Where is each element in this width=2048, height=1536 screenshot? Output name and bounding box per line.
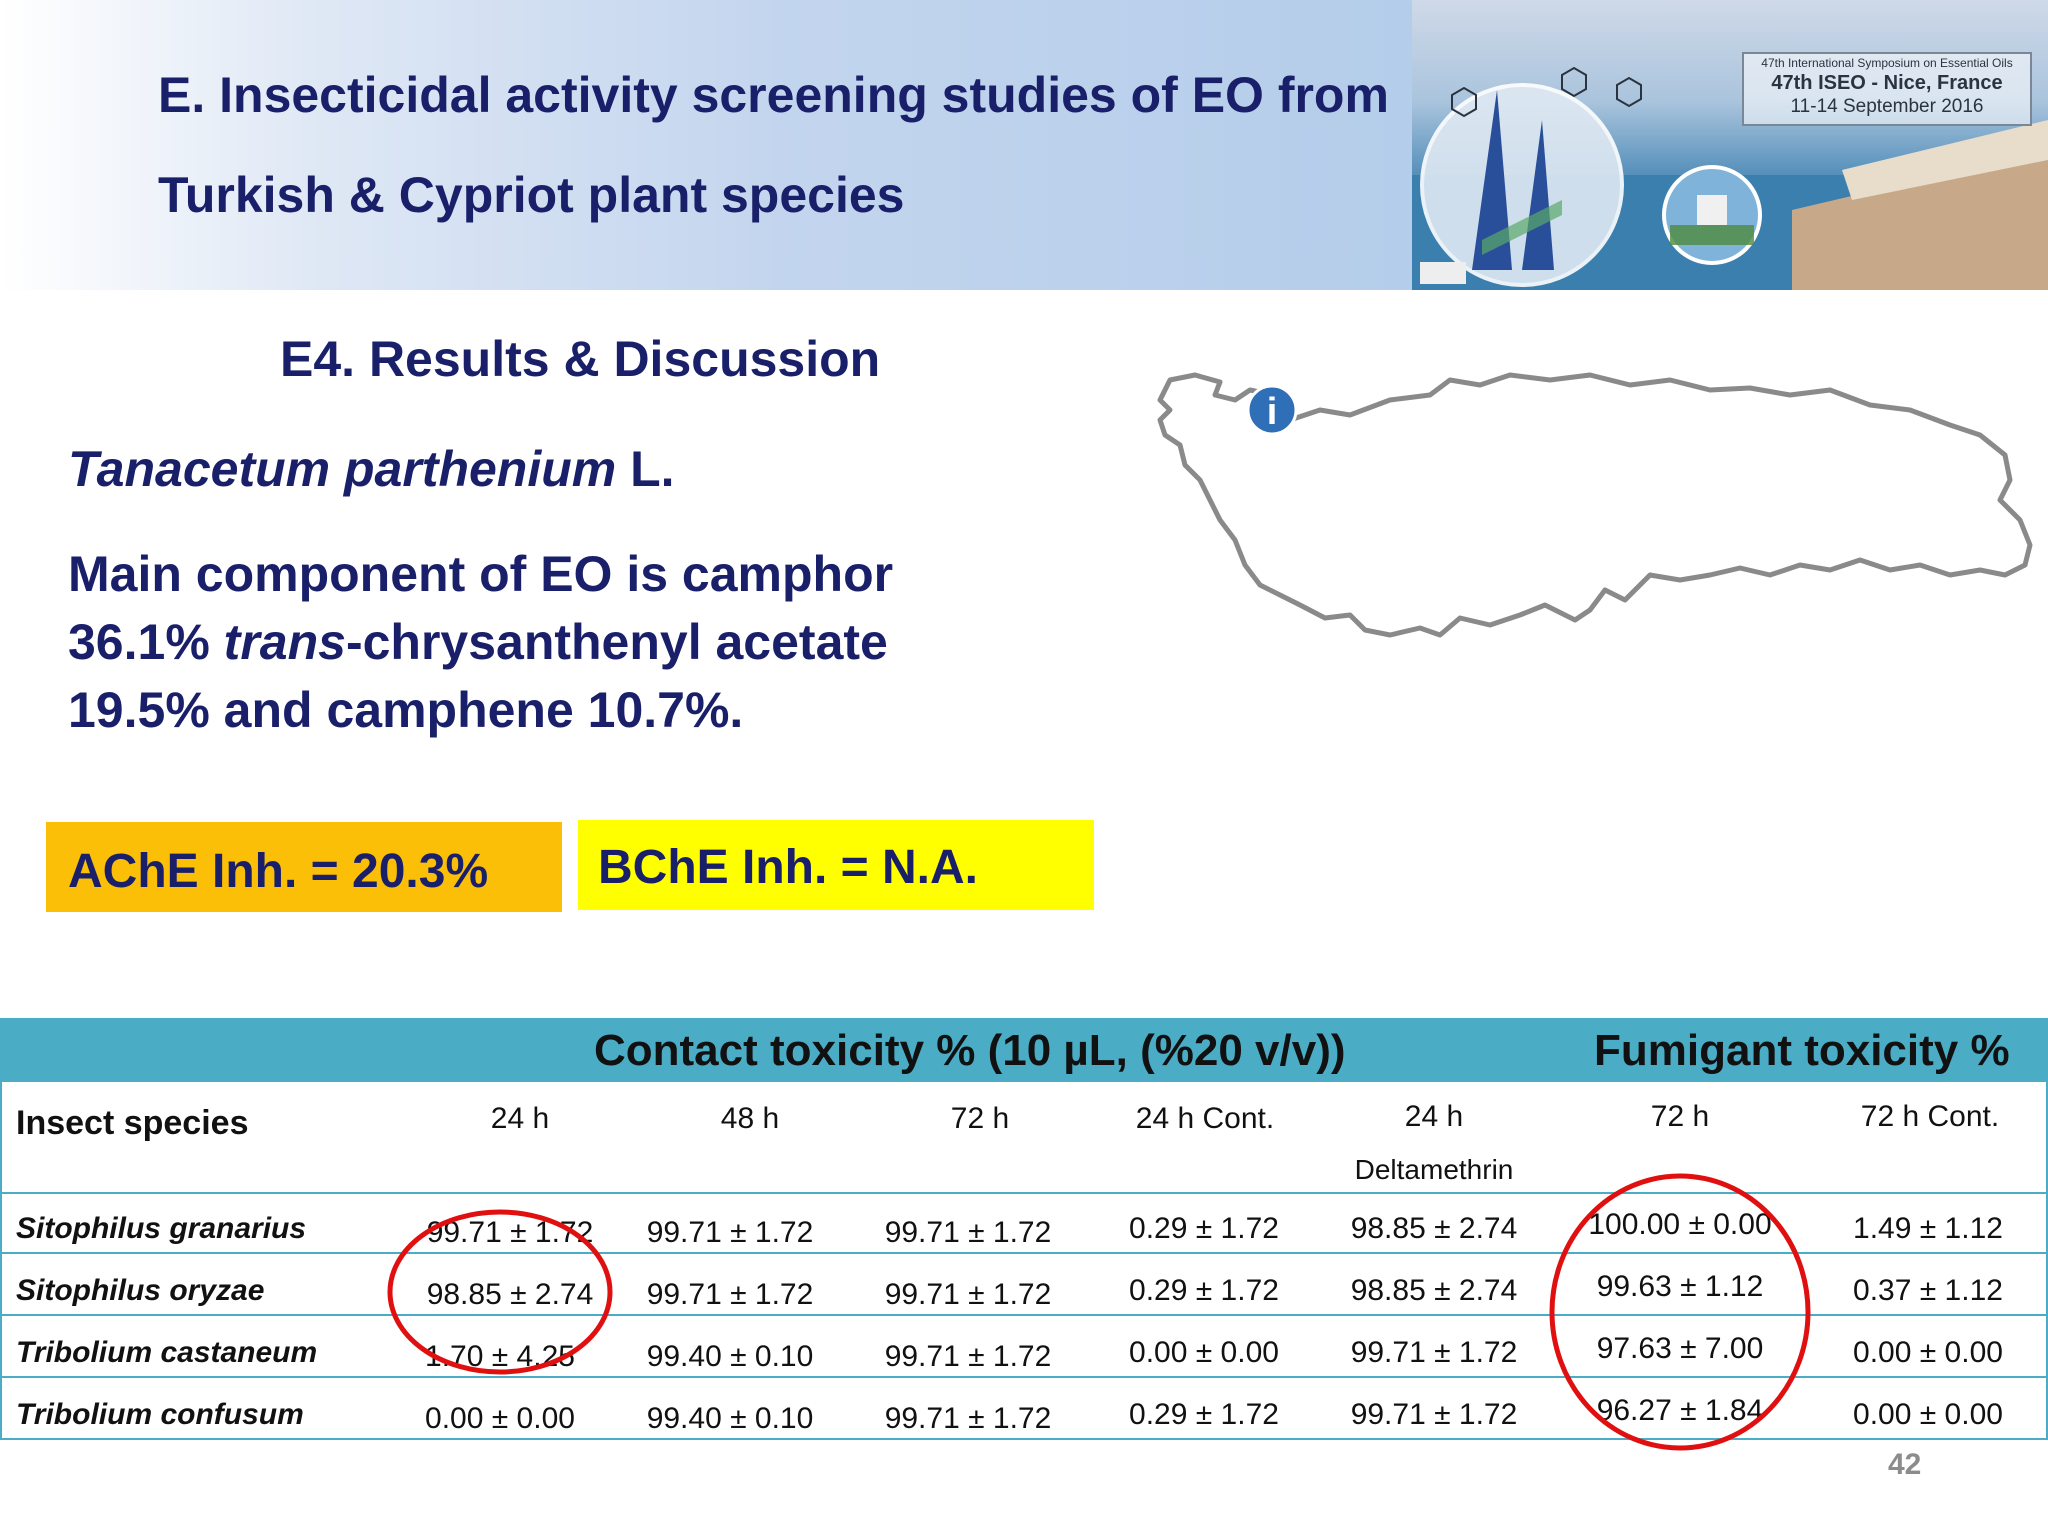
column-subheader: Deltamethrin [1354,1154,1514,1185]
table-rule [0,1314,2048,1316]
table-cell: 98.85 ± 2.74 [426,1278,594,1311]
conference-dates: 11-14 September 2016 [1790,96,1984,117]
species-latin-name: Tanacetum parthenium [68,441,617,497]
table-cell: 0.29 ± 1.72 [1129,1398,1279,1431]
species-author: L. [616,441,675,497]
table-cell: 1.49 ± 1.12 [1853,1212,2003,1245]
table-row-species: Sitophilus granarius [16,1212,307,1245]
location-marker-label: i [1267,391,1278,433]
table-cell: 98.85 ± 2.74 [1350,1274,1518,1307]
fumigant-toxicity-header: Fumigant toxicity % [1594,1026,2010,1075]
table-cell: 0.29 ± 1.72 [1129,1274,1279,1307]
banner-artwork [1412,66,2048,290]
table-cell: 99.71 ± 1.72 [426,1216,594,1249]
table-cell: 99.71 ± 1.72 [646,1216,814,1249]
plant-species-name: Tanacetum parthenium L. [68,440,675,498]
conference-symposium-name: 47th International Symposium on Essentia… [1761,56,2013,70]
table-cell: 99.71 ± 1.72 [1350,1336,1518,1369]
composition-line-2: 36.1% trans-chrysanthenyl acetate [68,608,893,676]
slide-header: E. Insecticidal activity screening studi… [0,0,1412,290]
table-cell: 99.71 ± 1.72 [1350,1398,1518,1431]
turkey-border-outline [1157,372,2033,638]
conference-info-box: 47th International Symposium on Essentia… [1742,52,2032,126]
title-line-1: E. Insecticidal activity screening studi… [158,67,1389,123]
composition-line-2-italic: trans [223,614,346,670]
insect-species-header: Insect species [16,1104,249,1142]
table-cell: 99.71 ± 1.72 [884,1216,1052,1249]
composition-line-1: Main component of EO is camphor [68,546,894,602]
column-header: 24 h Cont. [1135,1102,1275,1135]
conference-name: 47th ISEO - Nice, France [1771,72,2003,94]
composition-line-2-prefix: 36.1% [68,614,224,670]
table-row-species: Tribolium castaneum [16,1336,318,1369]
table-cell: 99.40 ± 0.10 [646,1402,814,1435]
table-cell: 0.37 ± 1.12 [1853,1274,2003,1307]
ache-inhibition-box: AChE Inh. = 20.3% [46,822,562,912]
section-subtitle: E4. Results & Discussion [280,331,881,387]
location-marker-icon [1246,384,1298,436]
table-cell: 99.71 ± 1.72 [884,1402,1052,1435]
table-cell: 99.71 ± 1.72 [646,1278,814,1311]
bche-inhibition-box: BChE Inh. = N.A. [578,820,1094,910]
table-cell: 97.63 ± 7.00 [1596,1332,1764,1365]
table-row-species: Tribolium confusum [16,1398,304,1431]
column-header: 48 h [720,1102,780,1135]
table-cell: 96.27 ± 1.84 [1596,1394,1764,1427]
table-cell: 0.00 ± 0.00 [1853,1398,2003,1431]
eo-composition-text: Main component of EO is camphor 36.1% tr… [68,540,893,744]
title-line-2: Turkish & Cypriot plant species [158,167,905,223]
toxicity-table: Insect species 24 h 48 h 72 h 24 h Cont.… [0,1082,2048,1440]
table-cell: 99.71 ± 1.72 [884,1340,1052,1373]
table-cell: 0.00 ± 0.00 [425,1402,575,1435]
conference-banner: 47th International Symposium on Essentia… [1412,0,2048,290]
table-rule [0,1192,2048,1194]
page-number: 42 [1888,1448,1922,1481]
composition-line-3: 19.5% and camphene 10.7%. [68,682,744,738]
column-header: 72 h [950,1102,1010,1135]
table-left-border [0,1082,2,1440]
table-cell: 0.00 ± 0.00 [1853,1336,2003,1369]
contact-toxicity-header: Contact toxicity % (10 µL, (%20 v/v)) [594,1026,1346,1075]
column-header: 72 h Cont. [1860,1100,2000,1133]
table-row-species: Sitophilus oryzae [16,1274,265,1307]
table-group-header: Contact toxicity % (10 µL, (%20 v/v)) Fu… [0,1018,2048,1082]
column-header: 24 h [490,1102,550,1135]
column-header: 72 h [1650,1100,1710,1133]
table-cell: 1.70 ± 4.25 [425,1340,575,1373]
column-header: 24 h [1404,1100,1464,1133]
table-cell: 0.29 ± 1.72 [1129,1212,1279,1245]
table-cell: 0.00 ± 0.00 [1129,1336,1279,1369]
table-cell: 100.00 ± 0.00 [1588,1208,1772,1241]
turkey-outline-map: i [1157,372,2033,638]
composition-line-2-suffix: -chrysanthenyl acetate [345,614,888,670]
table-rule [0,1252,2048,1254]
table-rule [0,1438,2048,1440]
table-cell: 99.40 ± 0.10 [646,1340,814,1373]
table-right-border [2046,1082,2048,1440]
table-cell: 99.71 ± 1.72 [884,1278,1052,1311]
table-rule [0,1376,2048,1378]
table-cell: 98.85 ± 2.74 [1350,1212,1518,1245]
table-cell: 99.63 ± 1.12 [1596,1270,1764,1303]
